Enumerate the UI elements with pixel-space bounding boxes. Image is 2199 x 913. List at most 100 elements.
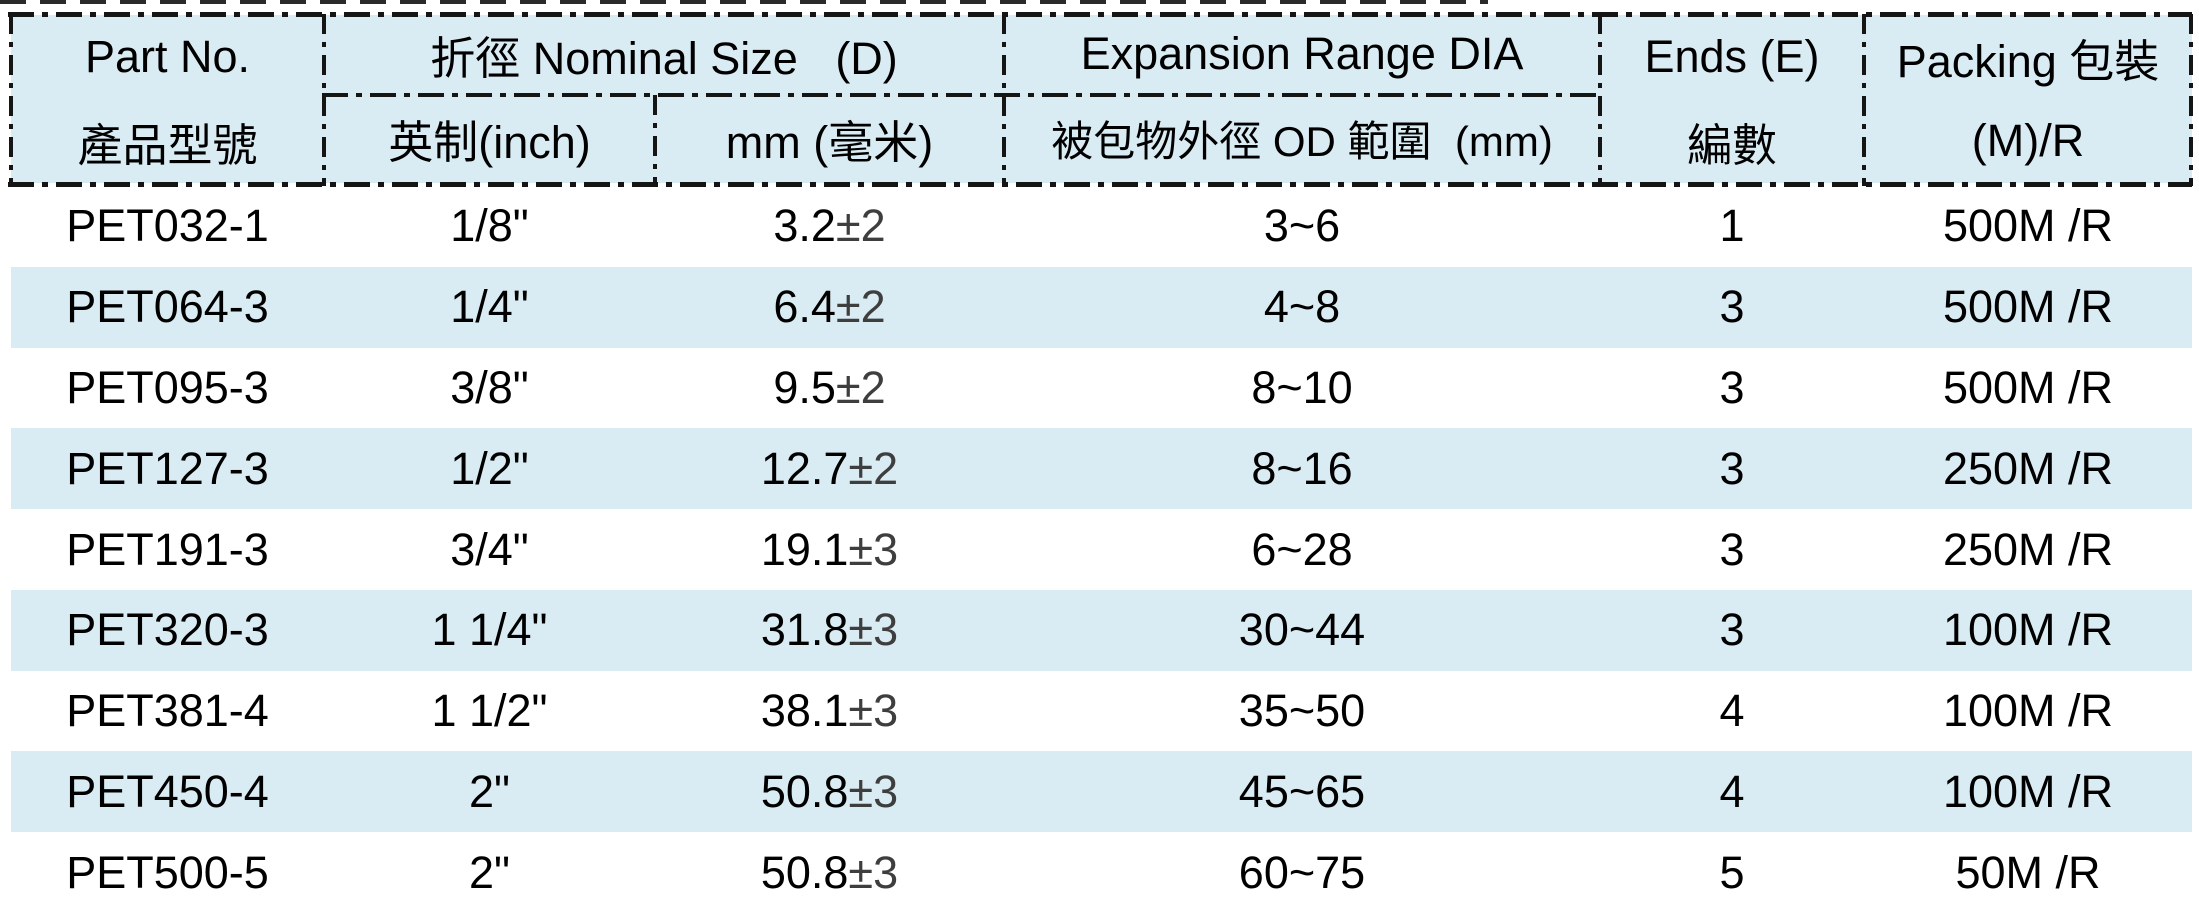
cell-ends: 4 bbox=[1719, 765, 1745, 817]
header-right-border bbox=[2189, 14, 2193, 186]
mm-tolerance: ±3 bbox=[848, 604, 899, 656]
cell-mm: 6.4±2 bbox=[655, 281, 1004, 333]
header-expansion-range-label: Expansion Range DIA bbox=[1080, 28, 1524, 79]
header-mid-divider bbox=[322, 93, 1602, 97]
cell-inch: 3/4" bbox=[450, 523, 529, 575]
cell-packing: 250M /R bbox=[1942, 523, 2114, 575]
table-row: PET500-5 2" 50.8±3 60~75 5 50M /R bbox=[11, 832, 2192, 913]
cropped-top-divider bbox=[0, 0, 1488, 4]
cell-packing: 100M /R bbox=[1942, 685, 2114, 737]
cell-ends: 1 bbox=[1719, 200, 1745, 252]
mm-value: 50.8 bbox=[760, 846, 849, 898]
mm-value: 50.8 bbox=[760, 765, 849, 817]
mm-tolerance: ±2 bbox=[835, 361, 886, 413]
mm-tolerance: ±2 bbox=[835, 200, 886, 252]
cell-inch: 1/2" bbox=[450, 442, 529, 494]
cell-mm: 12.7±2 bbox=[655, 443, 1004, 495]
mm-value: 6.4 bbox=[773, 281, 836, 333]
cell-part-no: PET381-4 bbox=[66, 685, 269, 737]
mm-value: 9.5 bbox=[773, 361, 836, 413]
cell-ends: 5 bbox=[1719, 846, 1745, 898]
header-ends-zh: 編數 bbox=[1686, 119, 1777, 171]
header-nominal-size-label: 折徑 Nominal Size (D) bbox=[430, 32, 898, 84]
table-row: PET095-3 3/8" 9.5±2 8~10 3 500M /R bbox=[11, 348, 2192, 429]
mm-tolerance: ±3 bbox=[848, 685, 899, 737]
divider-expansion-ends bbox=[1598, 14, 1602, 186]
cell-inch: 2" bbox=[468, 765, 510, 817]
cell-od-range: 45~65 bbox=[1238, 765, 1366, 817]
cell-part-no: PET095-3 bbox=[66, 361, 269, 413]
cell-packing: 100M /R bbox=[1942, 604, 2114, 656]
cell-ends: 3 bbox=[1719, 442, 1745, 494]
table-row: PET191-3 3/4" 19.1±3 6~28 3 250M /R bbox=[11, 509, 2192, 590]
cell-part-no: PET191-3 bbox=[66, 523, 269, 575]
cell-mm: 50.8±3 bbox=[655, 766, 1004, 818]
cell-part-no: PET500-5 bbox=[66, 846, 269, 898]
cell-ends: 3 bbox=[1719, 523, 1745, 575]
cell-mm: 31.8±3 bbox=[655, 604, 1004, 656]
cell-od-range: 8~16 bbox=[1251, 442, 1353, 494]
divider-nominal-expansion bbox=[1002, 14, 1006, 186]
cell-od-range: 3~6 bbox=[1263, 200, 1341, 252]
divider-partno-nominal bbox=[322, 14, 326, 186]
mm-tolerance: ±2 bbox=[835, 281, 886, 333]
cell-od-range: 60~75 bbox=[1238, 846, 1366, 898]
header-inch-label: 英制(inch) bbox=[388, 116, 591, 168]
header-od-range-label: 被包物外徑 OD 範圍 (mm) bbox=[1051, 117, 1553, 165]
mm-tolerance: ±2 bbox=[848, 442, 899, 494]
cell-mm: 3.2±2 bbox=[655, 200, 1004, 252]
header-packing: Packing 包裝 (M)/R bbox=[1864, 15, 2192, 183]
mm-value: 19.1 bbox=[760, 523, 849, 575]
header-part-no: Part No. 產品型號 bbox=[11, 15, 324, 183]
cell-inch: 1/8" bbox=[450, 200, 529, 252]
table-row: PET032-1 1/8" 3.2±2 3~6 1 500M /R bbox=[11, 186, 2192, 267]
cell-od-range: 35~50 bbox=[1238, 685, 1366, 737]
table-row: PET127-3 1/2" 12.7±2 8~16 3 250M /R bbox=[11, 428, 2192, 510]
cell-mm: 38.1±3 bbox=[655, 685, 1004, 737]
header-packing-zh: (M)/R bbox=[1971, 115, 2085, 166]
table-row: PET381-4 1 1/2" 38.1±3 35~50 4 100M /R bbox=[11, 671, 2192, 752]
header-bottom-border bbox=[8, 182, 2192, 187]
table-header: Part No. 產品型號 折徑 Nominal Size (D) 英制(inc… bbox=[11, 15, 2192, 183]
cell-ends: 4 bbox=[1719, 685, 1745, 737]
cell-part-no: PET127-3 bbox=[66, 442, 269, 494]
cell-od-range: 6~28 bbox=[1251, 523, 1353, 575]
cell-inch: 2" bbox=[468, 846, 510, 898]
cell-ends: 3 bbox=[1719, 281, 1745, 333]
cell-packing: 250M /R bbox=[1942, 442, 2114, 494]
cell-mm: 19.1±3 bbox=[655, 524, 1004, 576]
cell-packing: 500M /R bbox=[1942, 200, 2114, 252]
header-part-no-zh: 產品型號 bbox=[77, 119, 258, 171]
divider-inch-mm bbox=[653, 95, 657, 186]
cell-packing: 500M /R bbox=[1942, 281, 2114, 333]
cell-mm: 50.8±3 bbox=[655, 847, 1004, 899]
header-nominal-size: 折徑 Nominal Size (D) bbox=[324, 15, 1004, 93]
cell-part-no: PET032-1 bbox=[66, 200, 269, 252]
header-mm: mm (毫米) bbox=[655, 93, 1004, 183]
cell-od-range: 8~10 bbox=[1251, 361, 1353, 413]
header-part-no-en: Part No. bbox=[84, 31, 251, 82]
mm-value: 38.1 bbox=[760, 685, 849, 737]
mm-value: 31.8 bbox=[760, 604, 849, 656]
table-body: PET032-1 1/8" 3.2±2 3~6 1 500M /R PET064… bbox=[11, 186, 2192, 913]
cell-part-no: PET450-4 bbox=[66, 765, 269, 817]
table-row: PET450-4 2" 50.8±3 45~65 4 100M /R bbox=[11, 751, 2192, 833]
header-left-border bbox=[9, 14, 13, 186]
mm-tolerance: ±3 bbox=[848, 846, 899, 898]
cell-inch: 1 1/4" bbox=[431, 604, 548, 656]
header-od-range: 被包物外徑 OD 範圍 (mm) bbox=[1004, 93, 1600, 183]
mm-value: 12.7 bbox=[760, 442, 849, 494]
cell-od-range: 30~44 bbox=[1238, 604, 1366, 656]
header-ends-en: Ends (E) bbox=[1644, 31, 1820, 82]
mm-tolerance: ±3 bbox=[848, 765, 899, 817]
cell-packing: 100M /R bbox=[1942, 765, 2114, 817]
cell-inch: 3/8" bbox=[450, 361, 529, 413]
cell-packing: 50M /R bbox=[1955, 846, 2101, 898]
cell-od-range: 4~8 bbox=[1263, 281, 1341, 333]
header-packing-en: Packing 包裝 bbox=[1896, 35, 2160, 87]
header-top-border bbox=[8, 12, 2192, 17]
header-expansion-range: Expansion Range DIA bbox=[1004, 15, 1600, 93]
cell-inch: 1/4" bbox=[450, 281, 529, 333]
header-mm-label: mm (毫米) bbox=[725, 116, 934, 168]
